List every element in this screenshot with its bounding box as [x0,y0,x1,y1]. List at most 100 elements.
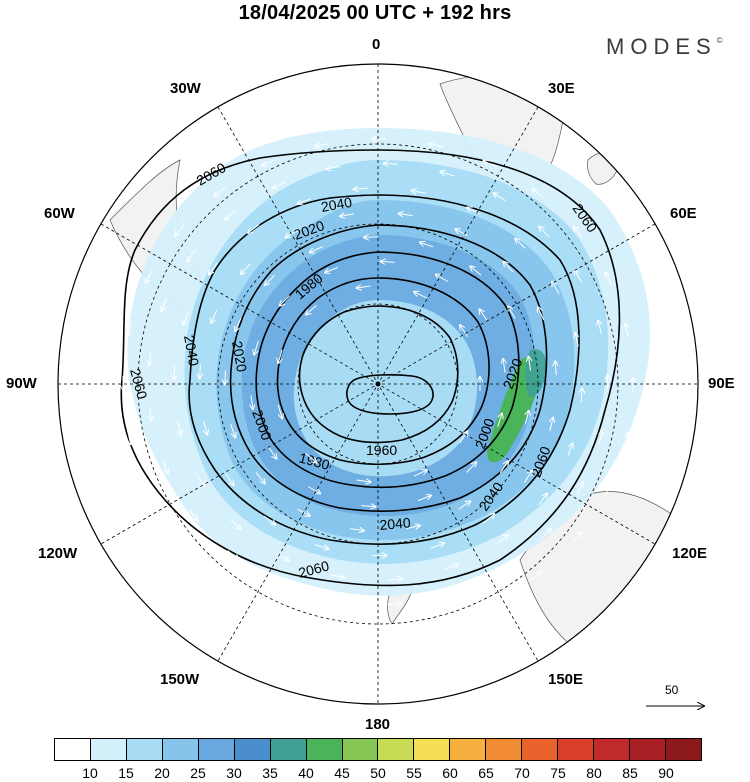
colorbar-label: 40 [298,765,314,781]
wind-vector [251,395,253,409]
wind-vector [277,404,282,418]
wind-vector [340,214,354,216]
wind-vector [436,275,449,282]
wind-vector [525,411,528,425]
wind-vector [455,229,468,237]
colorbar-label: 75 [550,765,566,781]
wind-vector [581,388,582,403]
colorbar-box [630,739,666,760]
contour-label: 2040 [379,514,412,533]
height-contours [120,149,621,587]
colorbar-label: 35 [262,765,278,781]
wind-vector [574,227,583,239]
colorbar-label: 15 [118,765,134,781]
colorbar-label: 80 [586,765,602,781]
wind-vector [483,514,495,524]
wind-vector [555,361,556,376]
wind-vector [445,564,458,570]
wind-vector [248,224,260,234]
wind-vector [259,600,273,607]
wind-vector [146,270,153,283]
wind-vector [530,572,542,581]
contour-label: 2040 [320,194,354,215]
wind-vector [349,529,364,531]
lon-label-60w: 60W [44,205,75,222]
wind-vector [275,580,289,587]
wind-vector [494,193,506,202]
wind-vector [263,515,275,525]
wind-vector [196,473,204,486]
wind-vector [605,272,612,286]
wind-vector [484,161,497,168]
wind-vector [187,249,196,261]
colorbar-label: 30 [226,765,242,781]
wind-vector [212,570,224,579]
colorbar-label: 60 [442,765,458,781]
wind-vector [307,486,320,494]
wind-vector [625,324,628,338]
colorbar [54,738,702,761]
wind-vector [241,263,251,274]
wind-vector [459,431,468,444]
wind-vector [625,433,628,447]
wind-vector [227,550,239,560]
colorbar-box [162,739,199,760]
wind-vector [538,307,545,321]
contour-2060 [120,149,621,587]
wind-vector [567,443,573,457]
wind-vector [200,364,201,379]
map-border [57,63,699,705]
wind-vector [235,318,242,331]
colorbar-box [126,739,163,760]
wind-vector [225,210,237,220]
wind-vector [150,406,152,420]
wind-vector [466,462,477,473]
wind-vector [280,295,290,306]
wind-vector [211,310,218,323]
latitude-circle [297,303,459,465]
wind-vector [480,309,488,322]
lon-label-120e: 120E [672,545,708,562]
colorbar-box [55,739,91,760]
wind-vector [467,207,480,215]
wind-shade-core-cut [293,300,477,477]
colorbar-box [306,739,343,760]
wind-vector [533,189,544,198]
colorbar-box [594,739,630,760]
wind-vector [354,188,368,189]
wind-vector [539,227,550,238]
wind-vector [458,501,471,510]
contour-label: 2020 [229,340,250,374]
wind-vector [503,359,505,373]
colorbar-label: 10 [82,765,98,781]
wind-vector [314,544,328,549]
wind-vector [541,529,552,540]
colorbar-label: 45 [334,765,350,781]
contour-label: 1960 [366,442,397,458]
wind-vector [276,553,289,561]
wind-vector [298,198,311,204]
wind-vector [306,305,317,314]
colorbar-label: 65 [478,765,494,781]
wind-vector [412,191,426,194]
wind-vector [571,532,581,544]
colorbar-label: 55 [406,765,422,781]
wind-vector [268,446,277,459]
colorbar-label: 90 [658,765,674,781]
wind-vector [230,424,236,437]
colorbar-box [90,739,127,760]
lon-label-30e: 30E [548,80,575,97]
wind-vector [406,526,420,529]
brand-name: MODES [606,34,717,59]
map-field: 2060 2060 2060 2060 2060 2040 2040 2040 … [109,75,698,663]
wind-vector [524,471,533,483]
wind-vector [272,181,286,188]
reference-vector-label: 50 [665,683,679,697]
wind-vector [230,519,241,530]
wind-vector [305,453,317,463]
south-pole-marker [375,381,381,387]
wind-vector [316,143,330,146]
wind-vector [575,270,583,283]
lon-label-90w: 90W [6,375,37,392]
